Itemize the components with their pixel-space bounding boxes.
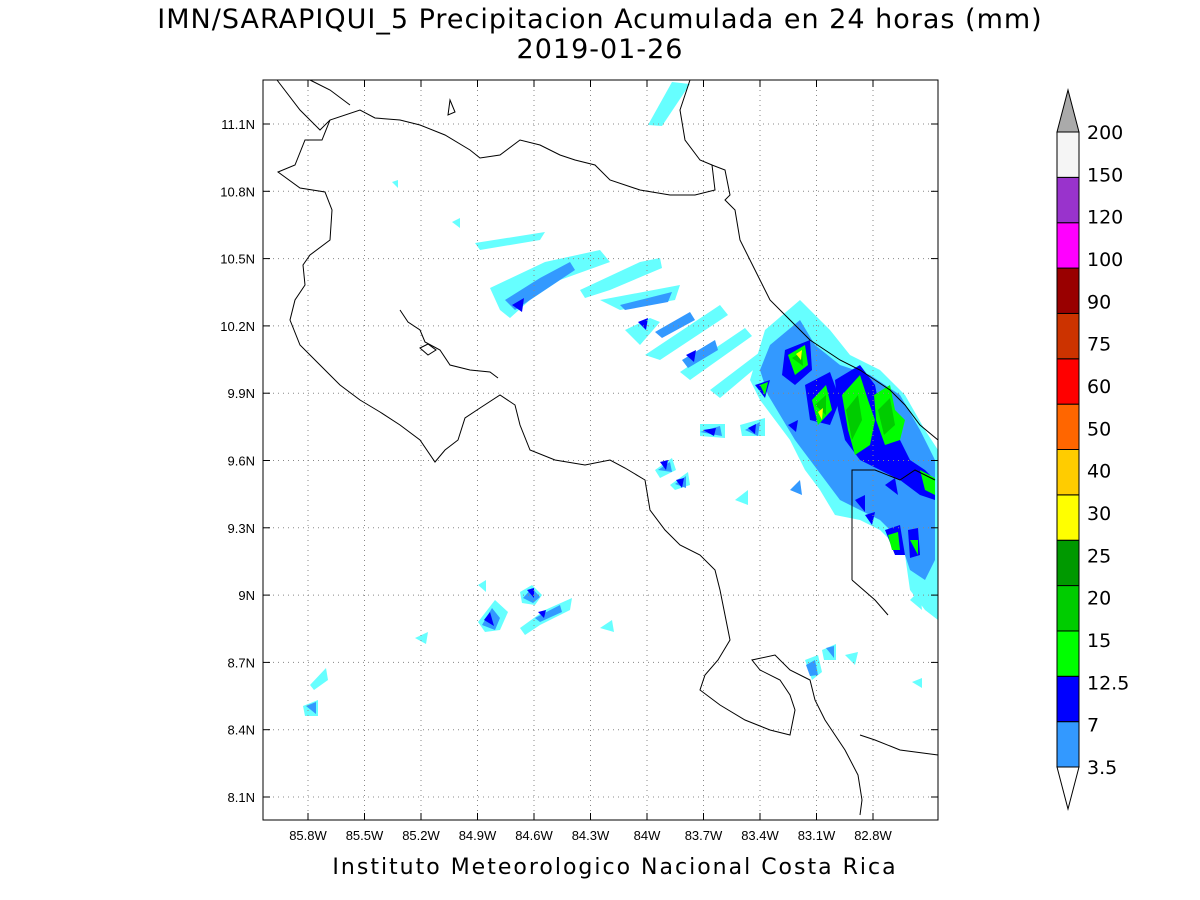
map-date: 2019-01-26 bbox=[516, 34, 684, 65]
colorbar-label: 100 bbox=[1087, 249, 1123, 271]
colorbar-label: 50 bbox=[1087, 418, 1111, 440]
latitude-tick-label: 9N bbox=[238, 588, 255, 603]
colorbar-label: 150 bbox=[1087, 164, 1123, 186]
colorbar-label: 30 bbox=[1087, 503, 1111, 525]
colorbar-swatch bbox=[1056, 449, 1080, 496]
colorbar-swatch bbox=[1056, 131, 1080, 178]
colorbar-label: 60 bbox=[1087, 376, 1111, 398]
colorbar-label: 75 bbox=[1087, 334, 1111, 356]
longitude-tick-label: 84.3W bbox=[572, 828, 610, 843]
colorbar-swatch bbox=[1056, 358, 1080, 405]
latitude-tick-label: 10.8N bbox=[220, 184, 255, 199]
colorbar-label: 3.5 bbox=[1087, 757, 1117, 779]
longitude-tick-label: 85.2W bbox=[402, 828, 440, 843]
latitude-tick-label: 11.1N bbox=[221, 117, 255, 132]
colorbar-swatch bbox=[1056, 312, 1080, 360]
colorbar-label: 90 bbox=[1087, 291, 1111, 313]
colorbar-swatch bbox=[1056, 630, 1080, 677]
colorbar-upper-arrow bbox=[1056, 88, 1080, 133]
colorbar-label: 200 bbox=[1087, 122, 1123, 144]
longitude-tick-label: 83.4W bbox=[741, 828, 779, 843]
colorbar-label: 12.5 bbox=[1087, 672, 1129, 694]
precipitation-field bbox=[303, 82, 938, 716]
latitude-tick-label: 9.3N bbox=[228, 521, 255, 536]
credit-footer: Instituto Meteorologico Nacional Costa R… bbox=[332, 855, 898, 880]
colorbar-swatch bbox=[1056, 721, 1080, 768]
latitude-tick-label: 8.4N bbox=[228, 723, 255, 738]
latitude-tick-label: 10.2N bbox=[220, 319, 255, 334]
longitude-tick-label: 84.9W bbox=[459, 828, 497, 843]
longitude-tick-label: 84.6W bbox=[515, 828, 553, 843]
colorbar-label: 15 bbox=[1087, 630, 1111, 652]
colorbar-swatch bbox=[1056, 176, 1080, 224]
colorbar-label: 25 bbox=[1087, 545, 1111, 567]
colorbar-label: 7 bbox=[1087, 715, 1099, 737]
longitude-tick-label: 85.5W bbox=[346, 828, 384, 843]
longitude-tick-label: 84W bbox=[634, 828, 661, 843]
colorbar-label: 40 bbox=[1087, 461, 1111, 483]
colorbar-swatch bbox=[1056, 675, 1080, 723]
colorbar-label: 120 bbox=[1087, 207, 1123, 229]
colorbar-lower-arrow bbox=[1056, 766, 1080, 811]
latitude-tick-label: 9.6N bbox=[228, 454, 255, 469]
colorbar-swatch bbox=[1056, 403, 1080, 450]
latitude-tick-label: 8.1N bbox=[228, 790, 255, 805]
latitude-tick-label: 8.7N bbox=[228, 655, 255, 670]
colorbar-swatch bbox=[1056, 222, 1080, 269]
map-grid bbox=[263, 80, 938, 820]
longitude-tick-label: 85.8W bbox=[289, 828, 327, 843]
colorbar-swatch bbox=[1056, 494, 1080, 541]
colorbar: 3.5 7 12.5 15 20 25 30 40 50 60 75 90 100 120 150 200 bbox=[1056, 88, 1129, 811]
longitude-tick-label: 83.1W bbox=[798, 828, 836, 843]
coastline bbox=[262, 79, 939, 820]
longitude-tick-label: 82.8W bbox=[854, 828, 892, 843]
map-title: IMN/SARAPIQUI_5 Precipitacion Acumulada … bbox=[157, 4, 1043, 35]
latitude-axis: 11.1N 10.8N 10.5N 10.2N 9.9N 9.6N 9.3N 9N 8.7N 8.… bbox=[220, 117, 938, 805]
longitude-axis: 85.8W 85.5W 85.2W 84.9W 84.6W 84.3W 84W 83.7W 83… bbox=[289, 80, 893, 843]
latitude-tick-label: 10.5N bbox=[220, 252, 255, 267]
longitude-tick-label: 83.7W bbox=[685, 828, 723, 843]
colorbar-swatch bbox=[1056, 267, 1080, 314]
colorbar-swatch bbox=[1056, 585, 1080, 632]
colorbar-swatch bbox=[1056, 539, 1080, 587]
colorbar-label: 20 bbox=[1087, 588, 1111, 610]
latitude-tick-label: 9.9N bbox=[228, 386, 255, 401]
